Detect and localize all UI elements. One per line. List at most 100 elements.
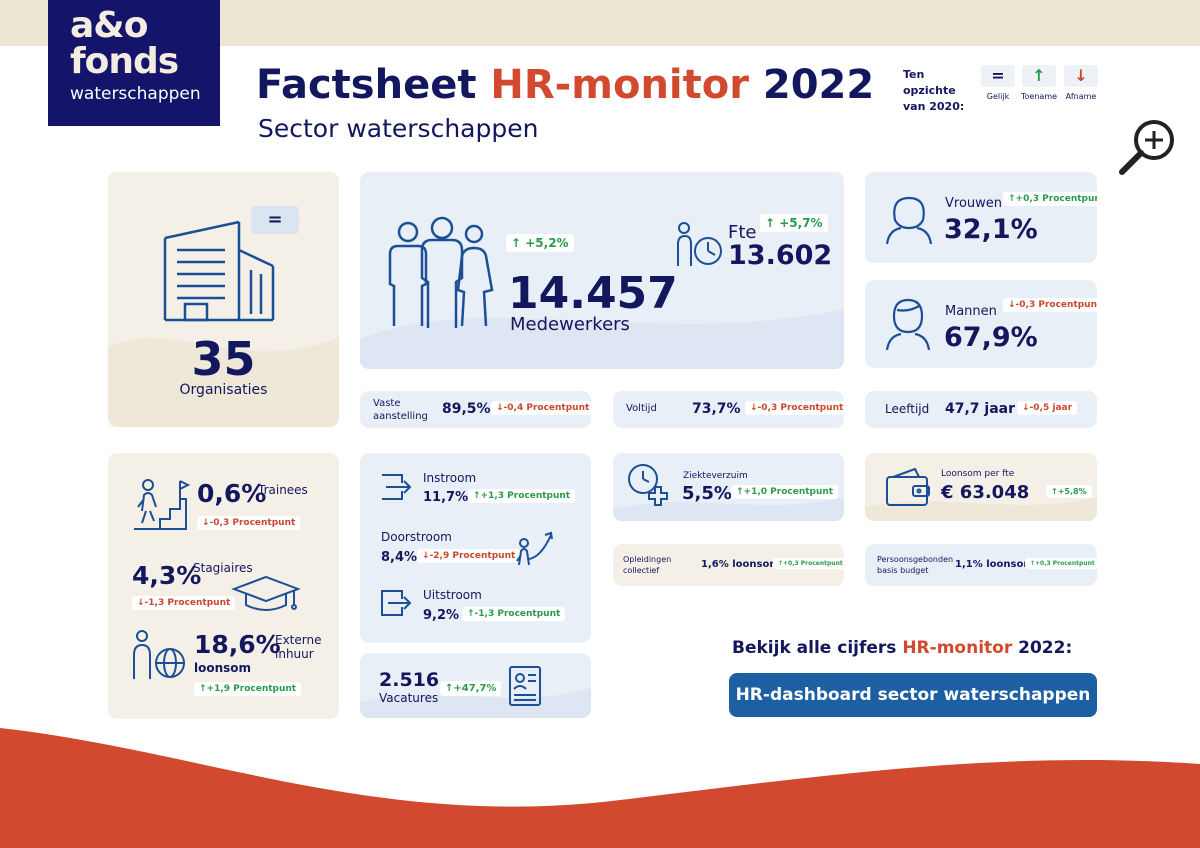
- card-vrouwen: Vrouwen ↑+0,3 Procentpunt 32,1%: [865, 172, 1097, 263]
- career-step-icon: [516, 531, 553, 566]
- voltijd-label: Voltijd: [626, 403, 657, 414]
- card-vacatures: 2.516 Vacatures ↑+47,7%: [360, 653, 591, 718]
- status-badge-equal: =: [251, 206, 299, 234]
- doorstroom-value: 8,4%: [381, 550, 418, 565]
- extern-value: 18,6%: [194, 630, 281, 659]
- card-wave: [108, 337, 339, 427]
- stagiaires-label: Stagiaires: [193, 561, 253, 575]
- card-medewerkers: ↑ +5,2% 14.457 Medewerkers Fte ↑ +5,7% 1…: [360, 172, 844, 369]
- card-in-door-uitstroom: Instroom 11,7% ↑+1,3 Procentpunt Doorstr…: [360, 453, 591, 643]
- extern-change: ↑+1,9 Procentpunt: [194, 682, 302, 696]
- stagiaires-value: 4,3%: [132, 561, 202, 590]
- trainees-label: Trainees: [258, 483, 308, 497]
- opleidingen-value: 1,6% loonsom: [701, 559, 780, 570]
- logo-line-2: fonds: [70, 41, 179, 82]
- arrow-up-icon: ↑: [1022, 65, 1056, 87]
- card-ziekteverzuim: Ziekteverzuim 5,5% ↑+1,0 Procentpunt: [613, 453, 844, 521]
- title-part-1: Factsheet: [256, 62, 491, 108]
- pbb-change: ↑+0,3 Procentpunt: [1025, 558, 1097, 569]
- doorstroom-label: Doorstroom: [381, 530, 452, 544]
- leeftijd-change: ↓-0,5 jaar: [1017, 401, 1078, 415]
- legend-label: Ten opzichte van 2020:: [903, 68, 965, 113]
- vaste-label: Vaste aanstelling: [373, 398, 428, 422]
- card-mannen: Mannen ↓-0,3 Procentpunt 67,9%: [865, 280, 1097, 368]
- title-part-2: 2022: [748, 62, 875, 108]
- leeftijd-value: 47,7 jaar: [945, 401, 1016, 417]
- logo-line-1: a&o: [70, 5, 148, 46]
- legend-item-afname: ↓ Afname: [1063, 65, 1099, 101]
- uitstroom-label: Uitstroom: [423, 588, 482, 602]
- loonsom-value: € 63.048: [941, 482, 1030, 503]
- voltijd-change: ↓-0,3 Procentpunt: [745, 401, 844, 415]
- uitstroom-change: ↑-1,3 Procentpunt: [462, 607, 566, 621]
- vaste-change: ↓-0,4 Procentpunt: [491, 401, 591, 415]
- vrouwen-change: ↑+0,3 Procentpunt: [1003, 192, 1097, 206]
- vrouwen-value: 32,1%: [944, 214, 1038, 245]
- mannen-change: ↓-0,3 Procentpunt: [1003, 298, 1097, 312]
- vrouwen-label: Vrouwen: [945, 196, 1003, 211]
- card-leeftijd: Leeftijd 47,7 jaar ↓-0,5 jaar: [865, 391, 1097, 428]
- ziekteverzuim-value: 5,5%: [682, 483, 732, 504]
- cta-title: Bekijk alle cijfers HR-monitor 2022:: [732, 638, 1073, 658]
- card-wave: [360, 688, 591, 718]
- card-voltijd: Voltijd 73,7% ↓-0,3 Procentpunt: [613, 391, 844, 428]
- card-wave: [865, 497, 1097, 521]
- vacatures-change: ↑+47,7%: [440, 681, 502, 696]
- trainees-change: ↓-0,3 Procentpunt: [197, 516, 301, 530]
- hr-dashboard-button[interactable]: HR-dashboard sector waterschappen →: [729, 673, 1097, 749]
- pbb-label: Persoonsgebonden basis budget: [877, 555, 954, 575]
- bottom-wave: [0, 728, 1200, 848]
- title-accent: HR-monitor: [490, 62, 749, 108]
- arrow-down-icon: ↓: [1064, 65, 1098, 87]
- leeftijd-label: Leeftijd: [885, 402, 930, 416]
- person-globe-icon: [133, 630, 185, 679]
- organisaties-label: Organisaties: [179, 382, 268, 398]
- legend-item-gelijk: = Gelijk: [980, 65, 1016, 101]
- people-group-icon: [388, 216, 494, 328]
- medewerkers-value: 14.457: [508, 268, 678, 319]
- man-icon: [885, 298, 931, 351]
- building-icon: [163, 220, 275, 322]
- fte-value: 13.602: [728, 240, 833, 271]
- clock-person-icon: [677, 222, 722, 266]
- legend-label-afname: Afname: [1065, 92, 1097, 101]
- voltijd-value: 73,7%: [692, 401, 741, 417]
- ziekteverzuim-change: ↑+1,0 Procentpunt: [731, 485, 839, 499]
- zoom-in-icon[interactable]: [1116, 118, 1180, 182]
- instroom-label: Instroom: [423, 471, 477, 485]
- mannen-label: Mannen: [945, 304, 997, 319]
- vacatures-label: Vacatures: [379, 691, 439, 705]
- medical-clock-icon: [628, 464, 668, 506]
- card-trainees-stagiaires-inhuur: 0,6% Trainees ↓-0,3 Procentpunt 4,3% Sta…: [108, 453, 339, 719]
- legend-label-toename: Toename: [1021, 92, 1058, 101]
- card-wave: [360, 309, 844, 369]
- loonsom-label: Loonsom per fte: [941, 469, 1015, 479]
- medewerkers-change: ↑ +5,2%: [506, 234, 574, 252]
- mannen-value: 67,9%: [944, 322, 1038, 353]
- extern-sub: loonsom: [194, 661, 252, 675]
- equal-icon: =: [981, 65, 1015, 87]
- extern-label: Externe inhuur: [275, 633, 322, 661]
- pbb-value: 1,1% loonsom: [955, 559, 1034, 570]
- legend-item-toename: ↑ Toename: [1021, 65, 1057, 101]
- logout-arrow-icon: [381, 590, 412, 616]
- card-wave: [613, 497, 844, 521]
- logo-line-3: waterschappen: [70, 84, 201, 104]
- vacatures-value: 2.516: [379, 669, 440, 691]
- page-title: Factsheet HR-monitor 2022: [256, 62, 874, 108]
- stairs-climber-icon: [134, 479, 191, 530]
- trainees-value: 0,6%: [197, 479, 267, 508]
- doorstroom-change: ↓-2,9 Procentpunt: [417, 549, 521, 563]
- instroom-change: ↑+1,3 Procentpunt: [468, 489, 576, 503]
- opleidingen-label: Opleidingen collectief: [623, 555, 672, 575]
- card-vaste-aanstelling: Vaste aanstelling 89,5% ↓-0,4 Procentpunt: [360, 391, 591, 428]
- loonsom-change: ↑+5,8%: [1046, 485, 1092, 498]
- woman-icon: [885, 196, 933, 245]
- card-loonsom: Loonsom per fte € 63.048 ↑+5,8%: [865, 453, 1097, 521]
- card-organisaties: = 35 Organisaties: [108, 172, 339, 427]
- opleidingen-change: ↑+0,3 Procentpunt: [773, 558, 844, 569]
- login-arrow-icon: [382, 474, 412, 500]
- instroom-value: 11,7%: [423, 490, 469, 505]
- ziekteverzuim-label: Ziekteverzuim: [683, 471, 748, 481]
- medewerkers-label: Medewerkers: [510, 314, 630, 335]
